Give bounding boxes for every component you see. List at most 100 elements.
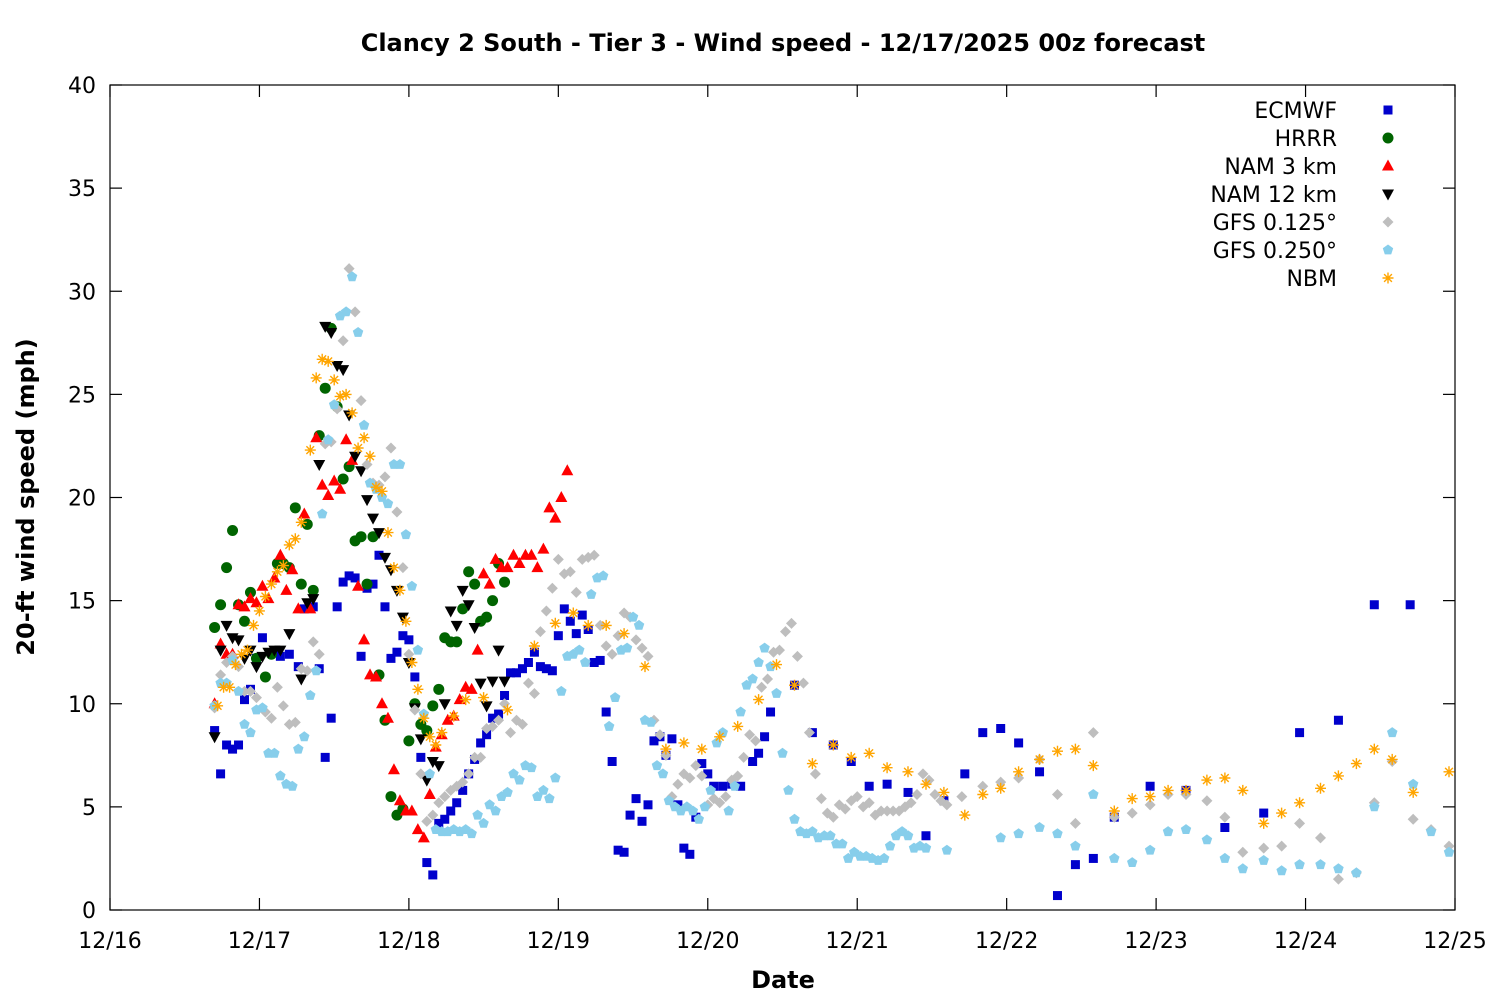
data-point — [490, 805, 501, 816]
data-point — [714, 797, 726, 809]
data-point — [693, 813, 704, 824]
data-point — [550, 772, 561, 783]
data-point — [391, 506, 403, 518]
data-point — [215, 599, 227, 611]
data-point — [618, 628, 630, 640]
data-point — [469, 578, 481, 590]
data-point — [1315, 859, 1326, 870]
data-point — [418, 712, 430, 724]
data-point — [753, 694, 765, 706]
data-point — [789, 813, 800, 824]
data-point — [498, 676, 511, 688]
data-point — [714, 731, 726, 743]
data-point — [301, 665, 313, 677]
data-point — [394, 459, 406, 469]
data-point — [1407, 813, 1419, 825]
data-point — [209, 621, 221, 633]
data-point — [340, 388, 352, 400]
data-point — [827, 811, 839, 823]
data-point — [277, 560, 289, 572]
data-point — [385, 791, 397, 803]
data-point — [305, 690, 316, 700]
x-tick-label: 12/25 — [1423, 929, 1486, 954]
data-point — [1087, 760, 1099, 772]
data-point — [256, 579, 269, 591]
data-point — [684, 772, 696, 784]
data-point — [771, 687, 782, 698]
legend-label: HRRR — [1275, 127, 1337, 152]
data-point — [373, 528, 385, 540]
data-point — [1014, 738, 1024, 748]
data-point — [287, 780, 298, 791]
data-point — [703, 769, 713, 779]
data-point — [438, 699, 451, 711]
data-point — [337, 335, 349, 347]
data-point — [393, 794, 406, 806]
data-point — [388, 562, 400, 574]
data-point — [513, 557, 526, 568]
data-point — [381, 711, 394, 723]
data-point — [577, 610, 587, 620]
data-point — [1013, 828, 1024, 839]
data-point — [625, 810, 635, 820]
data-point — [325, 328, 338, 339]
data-point — [1237, 846, 1249, 858]
data-point — [293, 743, 304, 754]
legend-marker — [1382, 216, 1394, 228]
data-point — [283, 539, 295, 551]
data-point — [487, 595, 499, 607]
data-point — [1087, 727, 1099, 739]
data-point — [1162, 784, 1174, 796]
data-point — [959, 809, 971, 821]
data-point — [322, 355, 334, 367]
data-point — [735, 706, 746, 717]
data-point — [921, 831, 931, 841]
data-point — [463, 566, 475, 578]
data-point — [696, 770, 708, 782]
data-point — [471, 643, 484, 655]
data-point — [1259, 808, 1269, 818]
data-point — [361, 495, 374, 507]
data-point — [1051, 789, 1063, 800]
data-point — [400, 529, 412, 540]
data-point — [863, 797, 875, 809]
data-point — [275, 770, 286, 781]
data-point — [1052, 828, 1063, 839]
data-point — [307, 584, 319, 596]
series-gfs-0-125- — [209, 263, 1455, 885]
data-point — [506, 668, 516, 678]
data-point — [636, 642, 648, 654]
data-point — [307, 636, 319, 648]
data-point — [1332, 873, 1344, 885]
data-point — [978, 728, 988, 738]
legend-marker — [1383, 105, 1393, 115]
data-point — [242, 644, 253, 656]
data-point — [920, 778, 932, 790]
data-point — [405, 804, 418, 816]
data-point — [364, 477, 376, 488]
data-point — [236, 648, 247, 660]
y-tick-label: 10 — [68, 693, 96, 718]
data-point — [1294, 817, 1306, 829]
data-point — [649, 736, 659, 746]
data-point — [493, 714, 505, 726]
data-point — [340, 306, 352, 317]
data-point — [642, 650, 654, 662]
x-tick-label: 12/19 — [527, 929, 590, 954]
data-point — [382, 498, 394, 509]
data-point — [956, 791, 968, 803]
data-point — [478, 692, 490, 704]
data-point — [606, 648, 618, 660]
data-point — [1294, 859, 1305, 870]
data-point — [570, 586, 582, 598]
data-point — [481, 611, 493, 623]
data-point — [374, 550, 384, 560]
data-point — [280, 583, 293, 595]
data-point — [234, 740, 244, 750]
data-point — [430, 739, 442, 751]
data-point — [436, 727, 448, 739]
y-tick-label: 30 — [68, 280, 96, 305]
data-point — [1219, 852, 1231, 863]
data-point — [328, 399, 340, 410]
data-point — [1315, 782, 1326, 794]
